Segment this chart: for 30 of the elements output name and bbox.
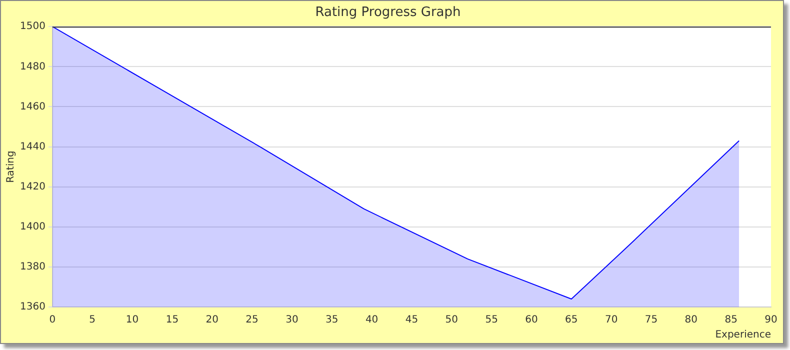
x-tick-label: 40 [365,314,378,326]
chart-title: Rating Progress Graph [315,5,461,20]
x-tick-label: 65 [565,314,578,326]
x-tick-label: 25 [246,314,258,326]
x-tick-label: 70 [604,314,618,326]
x-axis-title: Experience [715,330,771,341]
x-tick-label: 35 [326,314,338,326]
y-tick-label: 1480 [20,61,46,72]
y-tick-label: 1440 [20,141,46,152]
y-tick-label: 1500 [20,21,46,32]
x-tick-label: 90 [764,314,778,326]
x-tick-label: 15 [166,314,179,326]
x-tick-label: 80 [684,314,698,326]
x-tick-label: 0 [49,314,56,326]
x-tick-label: 60 [525,314,538,326]
y-axis-title: Rating [6,150,17,183]
x-tick-label: 50 [445,314,458,326]
y-tick-label: 1400 [20,221,46,232]
x-tick-label: 75 [644,314,658,326]
y-tick-label: 1360 [20,302,46,313]
y-tick-label: 1380 [20,262,46,273]
x-tick-label: 5 [89,314,96,326]
y-tick-label: 1460 [20,101,46,112]
x-tick-label: 55 [485,314,498,326]
x-tick-label: 10 [126,314,139,326]
x-tick-label: 30 [286,314,298,326]
y-tick-label: 1420 [20,181,46,192]
x-tick-label: 85 [724,314,738,326]
x-tick-label: 20 [206,314,218,326]
x-tick-label: 45 [405,314,418,326]
